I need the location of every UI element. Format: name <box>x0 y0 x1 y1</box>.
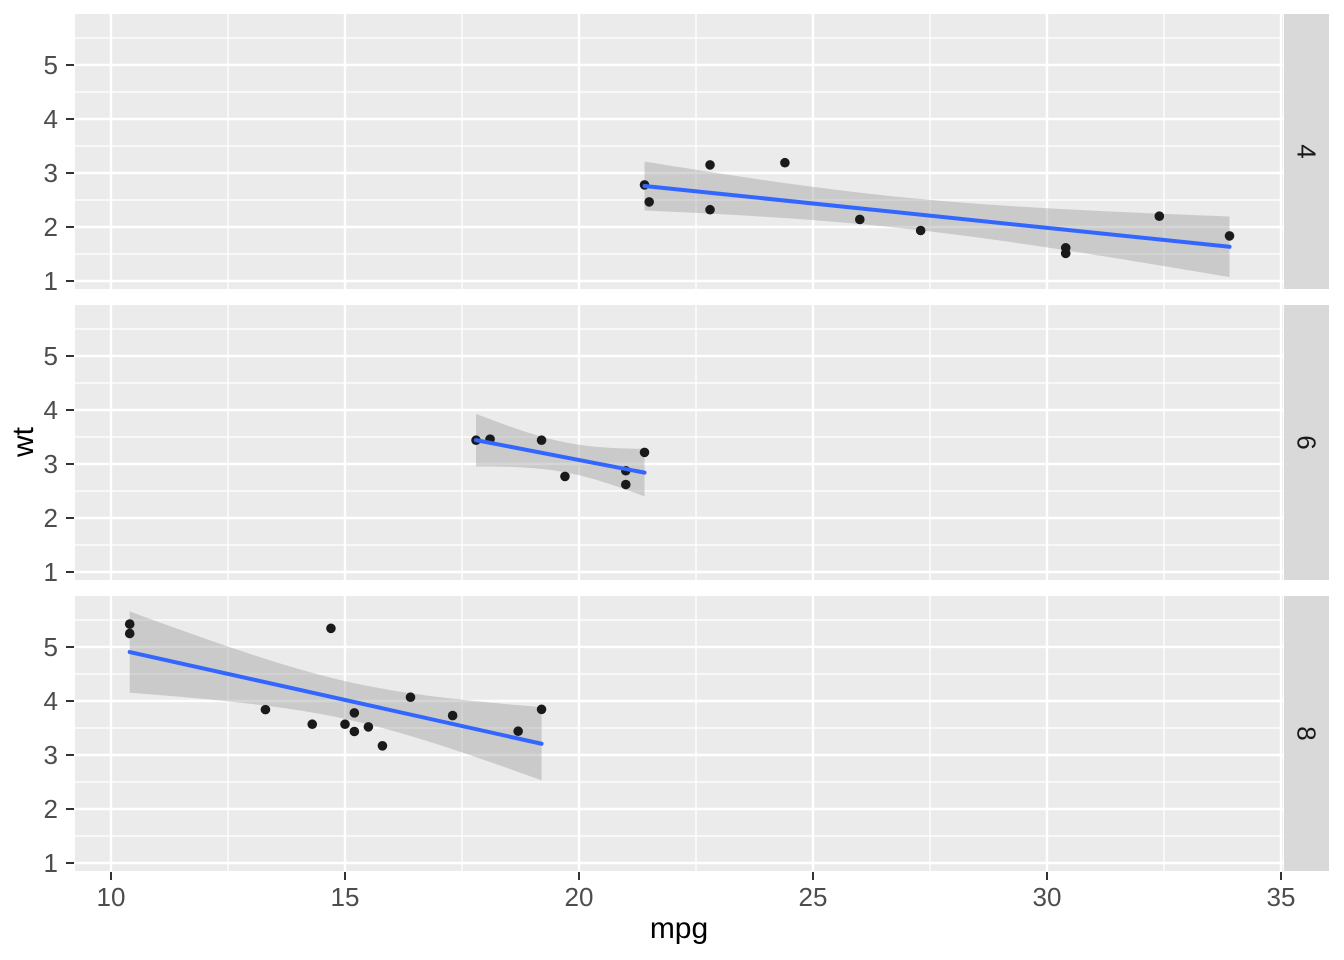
y-tick-label: 4 <box>43 103 58 134</box>
y-tick-label: 2 <box>43 212 58 242</box>
x-axis-title: mpg <box>649 912 709 945</box>
facet-panel-cyl-4 <box>75 14 1283 289</box>
facet-strip-label: 6 <box>1292 435 1322 450</box>
y-tick-mark <box>66 171 74 174</box>
y-tick-mark <box>66 63 74 66</box>
x-tick-label: 35 <box>1266 882 1296 912</box>
data-point <box>307 719 318 730</box>
facet-strip-cyl-6: 6 <box>1284 305 1329 580</box>
x-tick-mark <box>811 872 814 880</box>
data-point <box>447 710 458 721</box>
x-tick-label: 25 <box>798 882 828 912</box>
y-tick-label: 5 <box>43 49 58 80</box>
y-tick-mark <box>66 517 74 519</box>
x-tick-label: 15 <box>330 882 360 912</box>
y-tick-label: 3 <box>43 739 58 770</box>
data-point <box>513 726 523 737</box>
y-tick-mark <box>66 645 74 648</box>
data-point <box>405 692 416 703</box>
y-tick-mark <box>66 699 74 702</box>
y-tick-mark <box>66 571 74 573</box>
facet-plot-area-cyl-4 <box>75 14 1283 289</box>
major-gridlines <box>75 596 1283 871</box>
data-point <box>363 722 374 732</box>
minor-gridlines <box>75 596 1283 871</box>
y-tick-label: 1 <box>43 266 58 296</box>
data-point <box>620 479 631 490</box>
facet-plot-area-cyl-6 <box>75 305 1283 580</box>
facet-strip-cyl-8: 8 <box>1284 596 1329 871</box>
data-point <box>705 204 715 215</box>
y-tick-label: 3 <box>43 157 58 188</box>
data-point <box>326 623 336 634</box>
regression-line <box>474 438 647 475</box>
y-tick-mark <box>66 408 74 411</box>
x-tick-label: 30 <box>1032 882 1062 912</box>
y-tick-mark <box>66 117 74 120</box>
data-point <box>340 719 350 730</box>
data-point <box>1224 231 1235 241</box>
major-gridlines <box>75 305 1283 580</box>
confidence-ribbon <box>644 161 1230 278</box>
facet-panel-cyl-8 <box>75 596 1283 871</box>
data-point <box>639 447 650 458</box>
y-tick-label: 1 <box>43 848 58 878</box>
x-tick-mark <box>577 872 580 880</box>
y-tick-mark <box>66 862 74 864</box>
y-tick-label: 2 <box>43 503 58 533</box>
minor-gridlines <box>75 14 1283 289</box>
facet-strip-label: 8 <box>1292 726 1322 741</box>
regression-line <box>642 183 1232 249</box>
x-tick-label: 10 <box>96 882 126 912</box>
x-tick-label: 20 <box>564 882 594 912</box>
y-tick-mark <box>66 808 74 810</box>
data-point <box>349 708 360 718</box>
data-point <box>644 197 654 207</box>
y-tick-label: 1 <box>43 557 58 587</box>
y-tick-mark <box>66 462 74 465</box>
y-tick-label: 4 <box>43 394 58 425</box>
regression-line <box>127 650 544 746</box>
y-tick-label: 3 <box>43 448 58 479</box>
x-tick-mark <box>1045 872 1048 880</box>
y-tick-mark <box>66 226 74 228</box>
y-tick-mark <box>66 753 74 756</box>
y-tick-label: 2 <box>43 794 58 824</box>
data-point <box>854 214 865 225</box>
data-point <box>124 619 135 629</box>
data-point <box>780 157 790 168</box>
x-tick-mark <box>109 872 112 880</box>
minor-gridlines <box>75 305 1283 580</box>
data-point <box>349 726 360 737</box>
y-tick-label: 5 <box>43 631 58 662</box>
y-tick-mark <box>66 280 74 282</box>
y-tick-label: 5 <box>43 340 58 371</box>
major-gridlines <box>75 14 1283 289</box>
facet-plot-area-cyl-8 <box>75 596 1283 871</box>
data-points <box>124 619 547 751</box>
x-tick-mark <box>1279 872 1282 880</box>
data-point <box>705 160 715 170</box>
data-point <box>536 435 547 446</box>
y-tick-label: 4 <box>43 685 58 716</box>
data-point <box>1060 248 1071 259</box>
data-point <box>1154 211 1165 221</box>
facet-panel-cyl-6 <box>75 305 1283 580</box>
data-point <box>536 704 547 715</box>
data-point <box>124 628 135 639</box>
data-point <box>560 471 570 482</box>
x-tick-mark <box>343 872 346 880</box>
facet-strip-cyl-4: 4 <box>1284 14 1329 289</box>
data-point <box>377 741 388 751</box>
y-tick-mark <box>66 354 74 357</box>
data-point <box>915 225 926 236</box>
facet-strip-label: 4 <box>1292 144 1322 159</box>
data-point <box>260 704 271 715</box>
